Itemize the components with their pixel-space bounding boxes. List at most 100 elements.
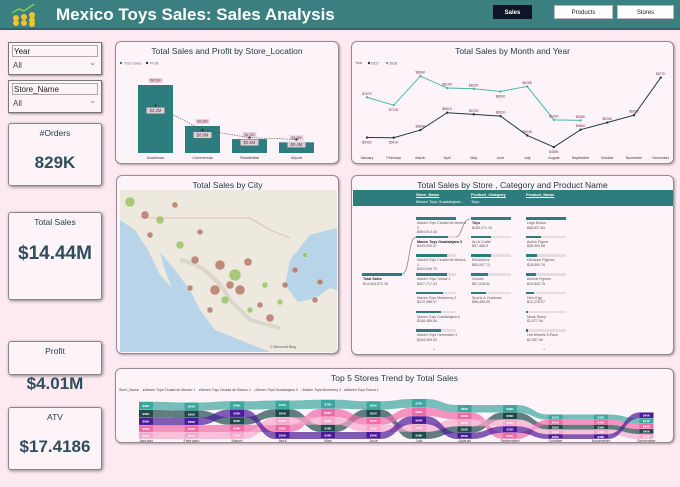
node-product[interactable]: Mock Ramp $1,077.06: [527, 315, 577, 324]
column-header-product[interactable]: Product_Name: [526, 192, 555, 197]
ribbon-band: [426, 407, 458, 420]
node-product-bar[interactable]: [526, 273, 566, 276]
node-product[interactable]: Dinosaur Figures $18,890.76: [527, 258, 577, 267]
chevron-down-icon[interactable]: ⌄: [89, 58, 96, 67]
ribbon-band: [517, 426, 549, 439]
node-category[interactable]: Art & Crafts $97,488.5: [472, 240, 522, 249]
node-store[interactable]: Maven Toys Monterrey 2 $372,988.07: [417, 296, 467, 305]
node-store-bar[interactable]: [416, 217, 456, 220]
node-product[interactable]: Animal Figures $16,840.78: [527, 277, 577, 286]
node-product-bar[interactable]: [526, 291, 566, 295]
ribbon-legend: Store_Name ●Maven Toys Ciudad de Mexico …: [119, 388, 379, 392]
scroll-down-icon[interactable]: ⌄: [432, 346, 437, 352]
legend-label: 2017: [371, 61, 379, 65]
node-label: Games: [472, 277, 484, 282]
node-category[interactable]: Electronics $80,097.73: [472, 258, 522, 267]
node-store[interactable]: Maven Toys Hermosillo 3 $344,069.54: [417, 333, 467, 342]
node-product-bar[interactable]: [526, 254, 566, 257]
node-store-bar[interactable]: [416, 235, 456, 239]
node-product[interactable]: Hot Wheels 5-Pack $1,057.66: [527, 333, 577, 342]
node-category-bar[interactable]: [471, 291, 511, 295]
data-label: $38K: [597, 425, 605, 429]
data-label: $70K: [415, 402, 423, 406]
node-product[interactable]: Dino Egg $12,278.97: [527, 296, 577, 305]
city-bubble: [124, 196, 136, 208]
chevron-down-icon[interactable]: ⌄: [89, 96, 96, 105]
bar-total-sales: [138, 85, 173, 153]
legend-item[interactable]: ●Maven Toys Ciudad de Mexico 2: [198, 388, 251, 392]
nav-products-button[interactable]: Products: [554, 5, 613, 19]
node-product-bar[interactable]: [526, 235, 566, 239]
ribbon-segment: [639, 434, 654, 439]
legend-item[interactable]: ●Maven Toys Ciudad de Mexico 1: [142, 388, 196, 392]
node-value: $449,933.37: [417, 244, 437, 249]
node-store[interactable]: Maven Toys Guadalajara 3 $449,933.37: [417, 240, 467, 249]
x-tick-label: October: [601, 156, 615, 160]
legend-item[interactable]: ●Maven Toys Monterrey 2: [300, 388, 342, 392]
data-label: $56K: [279, 434, 287, 438]
legend-item[interactable]: ●Maven Toys Toluca 1: [344, 388, 379, 392]
node-category[interactable]: Games $67,518.62: [472, 277, 522, 286]
ribbon-band: [608, 414, 640, 424]
bar-total-sales: [279, 142, 314, 153]
store-slicer-value[interactable]: All: [13, 99, 22, 108]
ribbon-band: [380, 399, 412, 410]
node-product-bar[interactable]: [526, 217, 566, 220]
data-label: $38K: [552, 425, 560, 429]
node-store[interactable]: Maven Toys Ciudad de Mexico 1 $433,006.73: [417, 258, 467, 272]
data-label: $626K: [602, 117, 613, 121]
node-product-bar[interactable]: [526, 310, 566, 313]
data-point: [445, 111, 449, 114]
node-store-bar[interactable]: [416, 254, 456, 257]
store-name-slicer[interactable]: Store_Name All ⌄: [8, 80, 102, 113]
data-label: $42K: [643, 425, 651, 429]
node-root[interactable]: Total Sales $14,444,572.35: [363, 277, 413, 286]
node-store[interactable]: Maven Toys Toluca 1 $427,717.33: [417, 277, 467, 286]
line-chart-svg: Year 2017 2018 $542K $541K $584K $681K $672K $66…: [355, 61, 670, 160]
node-product[interactable]: Action Figure $26,990.68: [527, 240, 577, 249]
node-store[interactable]: Maven Toys Ciudad de Mexico 2 $554,913.45: [417, 221, 467, 235]
node-store-bar[interactable]: [416, 291, 456, 295]
node-category[interactable]: Toys $150,471.19: [472, 221, 522, 230]
x-tick-label: September: [572, 156, 590, 160]
city-bubble: [311, 296, 319, 304]
column-header-category[interactable]: Product_Category: [471, 192, 506, 197]
node-store-bar[interactable]: [416, 273, 456, 276]
year-slicer[interactable]: Year All ⌄: [8, 42, 102, 75]
x-tick-label: Downtown: [147, 156, 165, 160]
ribbon-band: [562, 434, 594, 439]
profit-line: [155, 105, 297, 140]
legend-marker: [119, 61, 123, 65]
ribbon-segment: [412, 424, 426, 432]
node-category-bar[interactable]: [471, 217, 511, 220]
node-product[interactable]: Lego Bricks $68,627.84: [527, 221, 577, 230]
node-store-bar[interactable]: [416, 329, 456, 332]
column-header-store[interactable]: Store_Name: [416, 192, 440, 197]
map-canvas[interactable]: © Microsoft Bing: [120, 190, 337, 352]
ribbon-segment: [275, 417, 290, 425]
node-root-bar[interactable]: [362, 273, 402, 276]
ribbon-band: [289, 399, 321, 410]
decomposition-tree[interactable]: Total Sales by Store , Category and Prod…: [351, 175, 674, 355]
city-bubble: [243, 257, 253, 267]
nav-stores-button[interactable]: Stores: [617, 5, 674, 19]
node-category-bar[interactable]: [471, 235, 511, 239]
ribbon-band: [153, 425, 185, 433]
node-store[interactable]: Maven Toys Guadalajara 4 $348,489.84: [417, 315, 467, 324]
node-category-bar[interactable]: [471, 273, 511, 276]
scroll-down-icon[interactable]: ⌄: [542, 346, 547, 352]
sales-by-city-map[interactable]: Total Sales by City © Microsoft Bing: [116, 175, 339, 354]
node-label: Maven Toys Guadalajara 3: [417, 239, 462, 244]
node-store-bar[interactable]: [416, 310, 456, 313]
data-label: $586K: [576, 124, 587, 128]
node-label: Electronics: [472, 258, 490, 263]
series-line-2017: [366, 77, 662, 148]
node-category[interactable]: Sports & Outdoors $58,489.99: [472, 296, 522, 305]
node-product-bar[interactable]: [526, 329, 566, 332]
node-category-bar[interactable]: [471, 254, 511, 257]
node-value: $372,988.07: [417, 300, 437, 305]
nav-sales-button[interactable]: Sales: [493, 5, 532, 19]
ribbon-segment: [503, 426, 517, 433]
year-slicer-value[interactable]: All: [13, 61, 22, 70]
legend-item[interactable]: ●Maven Toys Guadalajara 3: [253, 388, 298, 392]
